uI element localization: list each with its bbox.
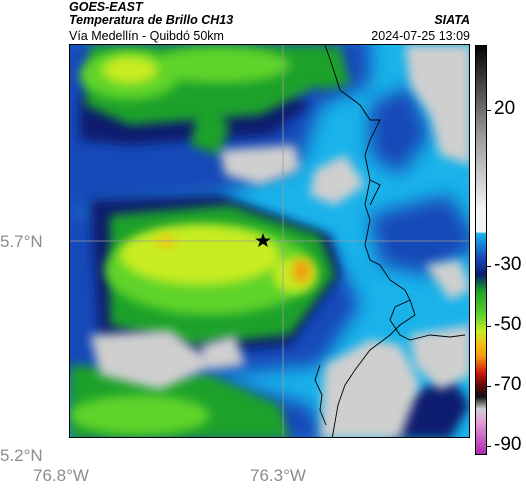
- title-line-1: GOES-EAST: [69, 0, 143, 14]
- title-line-2: Temperatura de Brillo CH13: [69, 13, 234, 27]
- colorbar-tick: [487, 110, 491, 111]
- river-boundary: [314, 364, 327, 426]
- colorbar-label: -70: [494, 374, 522, 395]
- boundary-spur: [369, 179, 381, 206]
- colorbar-label: 20: [494, 98, 516, 119]
- longitude-label: 76.8°W: [33, 466, 89, 485]
- colorbar-label: -30: [494, 254, 522, 275]
- longitude-label: 76.3°W: [250, 466, 306, 485]
- colorbar-tick: [487, 266, 491, 267]
- colorbar-label: -90: [494, 434, 522, 455]
- agency-label: SIATA: [434, 13, 470, 27]
- star-icon: [255, 233, 271, 247]
- colorbar-tick: [487, 326, 491, 327]
- clear-sky-areas: [90, 45, 469, 437]
- department-boundary: [324, 45, 466, 341]
- map-subtitle: Vía Medellín - Quibdó 50km: [69, 29, 224, 43]
- latitude-label: 5.2°N: [0, 446, 43, 465]
- latitude-label: 5.7°N: [0, 232, 43, 251]
- timestamp: 2024-07-25 13:09: [371, 29, 470, 43]
- municipal-boundary: [331, 299, 416, 437]
- colorbar-label: -50: [494, 314, 522, 335]
- satellite-map: [69, 44, 470, 438]
- colorbar-tick: [487, 446, 491, 447]
- temperature-colorbar: [475, 45, 487, 455]
- brightness-temperature-field: [70, 45, 469, 437]
- colorbar-tick: [487, 386, 491, 387]
